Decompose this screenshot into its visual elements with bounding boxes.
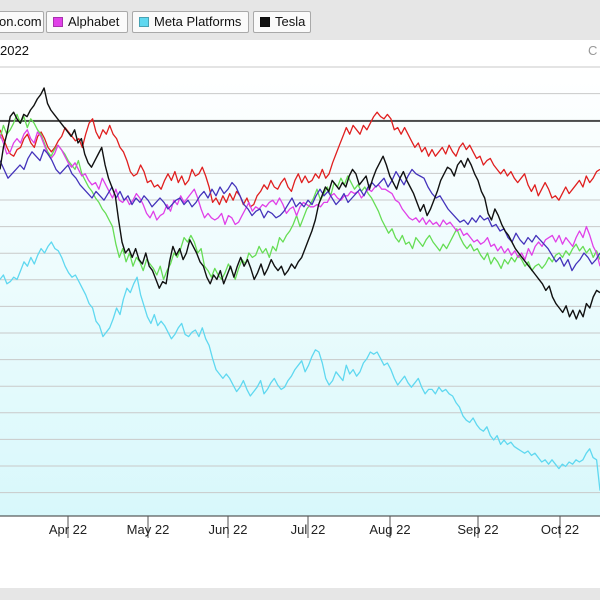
series-line-purple xyxy=(0,148,600,272)
legend-item-alphabet[interactable]: Alphabet xyxy=(46,11,128,33)
legend-item-meta[interactable]: Meta Platforms xyxy=(132,11,249,33)
chart-bottom-margin xyxy=(0,538,600,588)
chart-corner-label: C xyxy=(588,43,598,58)
x-tick-label: Oct 22 xyxy=(541,522,579,537)
x-tick-label: Jul 22 xyxy=(291,522,326,537)
x-tick-label: Apr 22 xyxy=(49,522,87,537)
series-line-green xyxy=(0,113,600,281)
legend-label-meta: Meta Platforms xyxy=(154,14,242,29)
x-tick-label: Aug 22 xyxy=(369,522,410,537)
x-tick-label: Sep 22 xyxy=(457,522,498,537)
series-line-alphabet xyxy=(0,129,600,267)
series-line-amazon xyxy=(0,111,600,208)
x-tick-label: May 22 xyxy=(127,522,170,537)
plot-background xyxy=(0,67,600,516)
legend-label-tesla: Tesla xyxy=(275,14,306,29)
series-line-meta xyxy=(0,241,600,491)
legend-item-amazon[interactable]: on.com xyxy=(0,11,44,33)
series-line-tesla xyxy=(0,87,600,320)
legend-swatch-tesla xyxy=(260,17,270,27)
legend-item-tesla[interactable]: Tesla xyxy=(253,11,311,33)
x-axis-ticks: Apr 22 May 22 Jun 22 Jul 22 Aug 22 Sep 22 Oct … xyxy=(49,516,579,538)
x-tick-label: Jun 22 xyxy=(208,522,247,537)
legend-label-amazon: on.com xyxy=(0,14,42,29)
legend-swatch-alphabet xyxy=(53,17,63,27)
legend-label-alphabet: Alphabet xyxy=(68,14,120,29)
chart-title-partial: 2022 xyxy=(0,43,29,58)
series-layer xyxy=(0,87,600,491)
legend-swatch-meta xyxy=(139,17,149,27)
legend-bar: on.com Alphabet Meta Platforms Tesla xyxy=(0,0,600,44)
